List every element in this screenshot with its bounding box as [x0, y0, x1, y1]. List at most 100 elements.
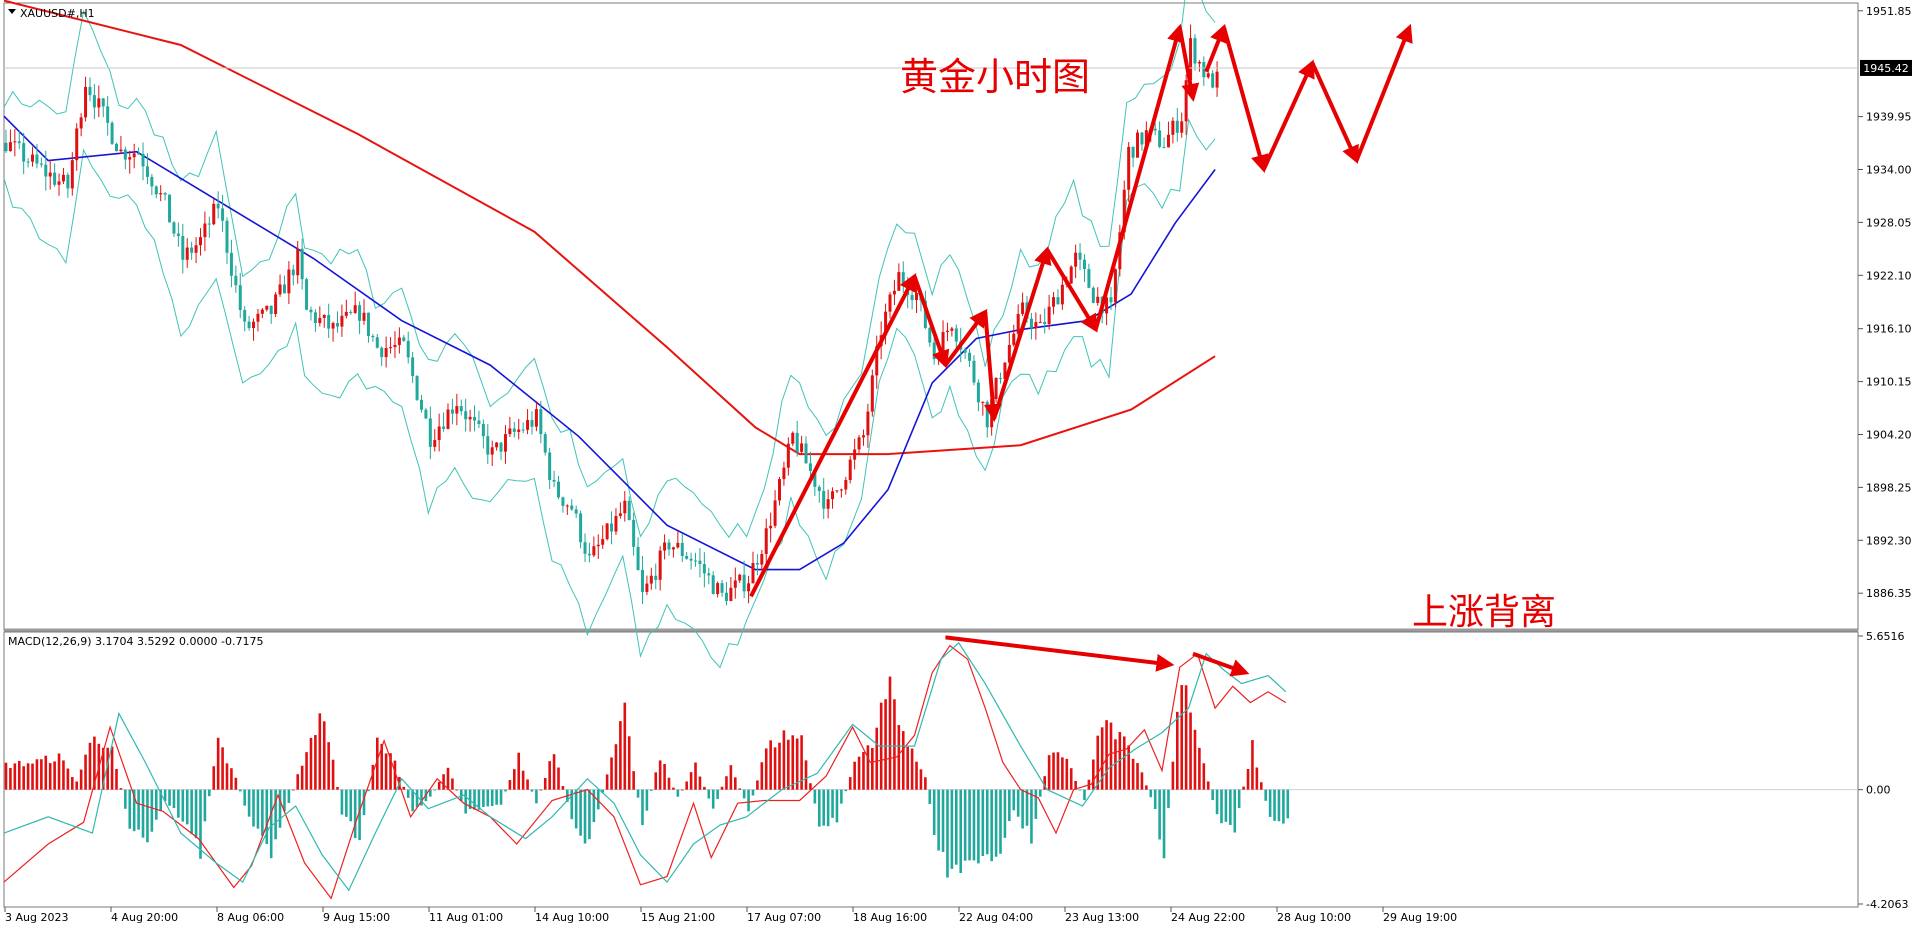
candle-body	[915, 292, 919, 300]
macd-histogram-bar	[9, 767, 12, 790]
candle-body	[486, 436, 490, 455]
candle-body	[168, 194, 172, 223]
macd-histogram-bar	[778, 742, 781, 790]
candle-body	[601, 539, 605, 545]
candle-body	[1021, 302, 1025, 314]
dropdown-triangle-icon[interactable]	[8, 9, 16, 14]
candle-body	[13, 141, 17, 143]
candle-body	[353, 305, 357, 314]
macd-histogram-bar	[636, 789, 640, 798]
candle-body	[901, 272, 905, 285]
candle-body	[795, 432, 799, 452]
macd-histogram-bar	[654, 772, 658, 790]
macd-histogram-bar	[1282, 789, 1285, 824]
candle-body	[764, 528, 768, 554]
candlestick-series	[4, 24, 1219, 606]
macd-histogram-bar	[831, 789, 834, 818]
candle-body	[1105, 297, 1109, 314]
candle-body	[1047, 306, 1051, 325]
candle-body	[543, 434, 547, 453]
projection-arrow	[1261, 59, 1315, 171]
candle-body	[282, 284, 286, 294]
macd-histogram-bar	[17, 760, 21, 790]
macd-histogram-bar	[163, 789, 167, 802]
candle-body	[853, 449, 857, 460]
candle-body	[636, 546, 640, 570]
candle-body	[473, 416, 477, 421]
macd-histogram-bar	[1078, 789, 1082, 791]
candle-body	[1007, 344, 1011, 363]
candle-body	[495, 442, 499, 448]
macd-histogram-bar	[477, 789, 481, 810]
macd-histogram-bar	[446, 767, 450, 790]
candle-body	[181, 236, 185, 260]
candle-body	[4, 142, 8, 152]
candle-body	[910, 295, 914, 300]
macd-histogram-bar	[1069, 768, 1073, 790]
candle-body	[57, 181, 61, 185]
macd-histogram-bar	[1167, 789, 1170, 808]
macd-histogram-bar	[499, 789, 503, 805]
candle-body	[349, 311, 353, 314]
macd-histogram-bar	[451, 778, 454, 790]
candle-body	[88, 86, 92, 96]
candle-body	[106, 106, 110, 123]
macd-histogram-bar	[283, 789, 286, 812]
candle-body	[26, 161, 30, 163]
macd-histogram-bar	[411, 789, 414, 812]
candle-body	[234, 275, 238, 286]
candle-body	[857, 437, 861, 450]
macd-histogram-bar	[601, 789, 604, 793]
macd-histogram-bar	[1255, 767, 1259, 790]
macd-histogram-bar	[1215, 789, 1219, 815]
candle-body	[1131, 146, 1135, 158]
macd-histogram-bar	[1273, 789, 1276, 821]
macd-histogram-bar	[1242, 786, 1245, 790]
macd-histogram-bar	[208, 789, 211, 797]
candle-body	[1184, 80, 1188, 122]
candle-body	[1162, 146, 1166, 148]
candle-body	[808, 463, 812, 471]
candle-body	[1136, 132, 1140, 158]
candle-body	[782, 467, 786, 480]
candle-body	[755, 562, 759, 565]
macd-divergence-arrows	[945, 635, 1250, 677]
candle-body	[375, 337, 379, 348]
macd-histogram-bar	[588, 789, 591, 840]
ma-red-line	[3, 0, 1216, 456]
candle-body	[84, 86, 88, 118]
candle-body	[623, 500, 627, 514]
projection-arrow	[1354, 23, 1413, 162]
macd-histogram-bar	[1016, 789, 1020, 817]
candle-body	[654, 575, 658, 580]
macd-histogram-bar	[1153, 789, 1157, 810]
candle-body	[733, 580, 737, 588]
candle-body	[132, 153, 136, 158]
symbol-selector[interactable]: XAUUSD#,H1	[8, 7, 95, 20]
macd-histogram-bar	[62, 760, 65, 790]
candle-body	[194, 245, 198, 253]
time-tick-label: 14 Aug 10:00	[535, 911, 609, 924]
candle-body	[1158, 130, 1162, 147]
macd-histogram-bar	[1286, 789, 1290, 819]
candle-body	[813, 470, 817, 487]
candle-body	[976, 382, 980, 403]
macd-histogram-bar	[31, 763, 34, 790]
candle-body	[963, 349, 967, 353]
macd-histogram-bar	[1158, 789, 1161, 840]
macd-histogram-bar	[1206, 781, 1210, 790]
candle-body	[583, 542, 587, 554]
candle-body	[1206, 73, 1210, 78]
candle-body	[1060, 284, 1064, 305]
candle-body	[402, 337, 406, 341]
candle-body	[618, 513, 622, 516]
candle-body	[110, 122, 114, 144]
candle-body	[592, 546, 596, 556]
candle-body	[1153, 128, 1157, 131]
candle-body	[742, 574, 746, 592]
candle-body	[247, 321, 251, 329]
candle-body	[610, 523, 614, 532]
macd-tick-label: 5.6516	[1866, 630, 1905, 643]
candle-body	[791, 432, 795, 444]
